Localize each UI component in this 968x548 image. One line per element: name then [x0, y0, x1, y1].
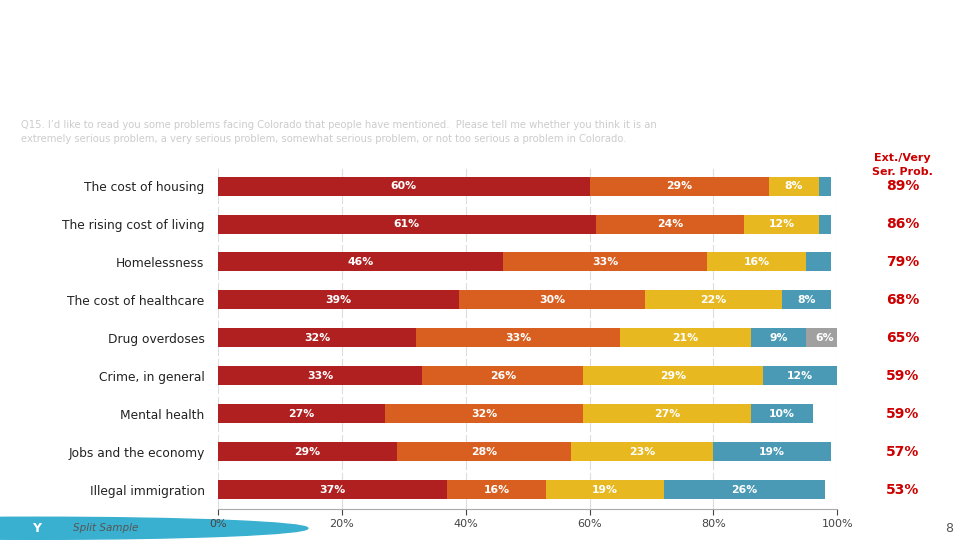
Text: 61%: 61%: [394, 219, 420, 229]
Text: 9%: 9%: [770, 333, 788, 343]
Text: 65%: 65%: [886, 331, 920, 345]
Text: 10%: 10%: [769, 409, 795, 419]
Text: 79%: 79%: [886, 255, 920, 269]
Text: 12%: 12%: [769, 219, 795, 229]
Circle shape: [0, 517, 308, 539]
Text: 8%: 8%: [797, 295, 816, 305]
Text: 32%: 32%: [304, 333, 330, 343]
Text: 8: 8: [946, 522, 953, 535]
Bar: [218, 480, 447, 499]
Text: Ser. Prob.: Ser. Prob.: [872, 167, 933, 176]
Text: 32%: 32%: [471, 409, 498, 419]
Bar: [664, 480, 825, 499]
Text: “very serious” problems.: “very serious” problems.: [21, 67, 299, 86]
Text: 28%: 28%: [471, 447, 498, 456]
Text: Nearly nine in ten rate the cost of housing and the cost of living as: Nearly nine in ten rate the cost of hous…: [21, 20, 760, 39]
Text: 59%: 59%: [886, 369, 920, 383]
Bar: [584, 404, 750, 423]
Bar: [546, 480, 664, 499]
Text: 37%: 37%: [319, 484, 346, 495]
Bar: [646, 290, 781, 310]
Bar: [819, 176, 832, 196]
Bar: [385, 404, 584, 423]
Circle shape: [0, 516, 347, 541]
Text: 29%: 29%: [666, 181, 692, 191]
Bar: [620, 328, 750, 347]
Text: 89%: 89%: [886, 179, 920, 193]
Text: 53%: 53%: [886, 483, 920, 496]
Text: Q15. I’d like to read you some problems facing Colorado that people have mention: Q15. I’d like to read you some problems …: [21, 121, 657, 144]
Bar: [218, 176, 590, 196]
Text: 16%: 16%: [743, 257, 770, 267]
Bar: [590, 176, 770, 196]
Bar: [708, 253, 806, 271]
Text: 26%: 26%: [731, 484, 758, 495]
Bar: [502, 253, 708, 271]
Bar: [218, 442, 398, 461]
Text: 27%: 27%: [653, 409, 681, 419]
Bar: [744, 215, 819, 233]
Bar: [750, 404, 812, 423]
Bar: [218, 290, 460, 310]
Bar: [713, 442, 832, 461]
Text: Y: Y: [32, 522, 42, 535]
Bar: [584, 366, 763, 385]
Text: 46%: 46%: [348, 257, 374, 267]
Text: 57%: 57%: [886, 444, 920, 459]
Text: 12%: 12%: [787, 371, 813, 381]
Text: 68%: 68%: [886, 293, 920, 307]
Text: 16%: 16%: [484, 484, 509, 495]
Text: 33%: 33%: [505, 333, 531, 343]
Text: 39%: 39%: [325, 295, 351, 305]
Bar: [595, 215, 744, 233]
Bar: [218, 215, 595, 233]
Bar: [770, 176, 819, 196]
Text: 33%: 33%: [591, 257, 619, 267]
Text: 21%: 21%: [673, 333, 699, 343]
Text: 19%: 19%: [592, 484, 618, 495]
Text: 23%: 23%: [629, 447, 655, 456]
Bar: [806, 328, 843, 347]
Bar: [806, 253, 832, 271]
Bar: [218, 404, 385, 423]
Text: Split Sample: Split Sample: [73, 523, 138, 533]
Bar: [819, 215, 832, 233]
Bar: [218, 366, 422, 385]
Bar: [763, 366, 837, 385]
Text: 29%: 29%: [294, 447, 320, 456]
Text: 59%: 59%: [886, 407, 920, 421]
Text: 22%: 22%: [700, 295, 727, 305]
Text: 8%: 8%: [785, 181, 803, 191]
Bar: [571, 442, 713, 461]
Text: 24%: 24%: [657, 219, 683, 229]
Text: 30%: 30%: [539, 295, 565, 305]
Text: 33%: 33%: [307, 371, 333, 381]
Text: Ext./Very: Ext./Very: [874, 153, 931, 163]
Text: 6%: 6%: [816, 333, 834, 343]
Bar: [422, 366, 584, 385]
Text: 27%: 27%: [288, 409, 315, 419]
Bar: [398, 442, 571, 461]
Bar: [416, 328, 620, 347]
Bar: [447, 480, 546, 499]
Bar: [781, 290, 832, 310]
Bar: [218, 328, 416, 347]
Bar: [460, 290, 646, 310]
Bar: [750, 328, 806, 347]
Text: 86%: 86%: [886, 217, 920, 231]
Bar: [218, 253, 502, 271]
Text: 29%: 29%: [660, 371, 686, 381]
Text: 60%: 60%: [391, 181, 416, 191]
Text: 19%: 19%: [759, 447, 785, 456]
Text: 26%: 26%: [490, 371, 516, 381]
